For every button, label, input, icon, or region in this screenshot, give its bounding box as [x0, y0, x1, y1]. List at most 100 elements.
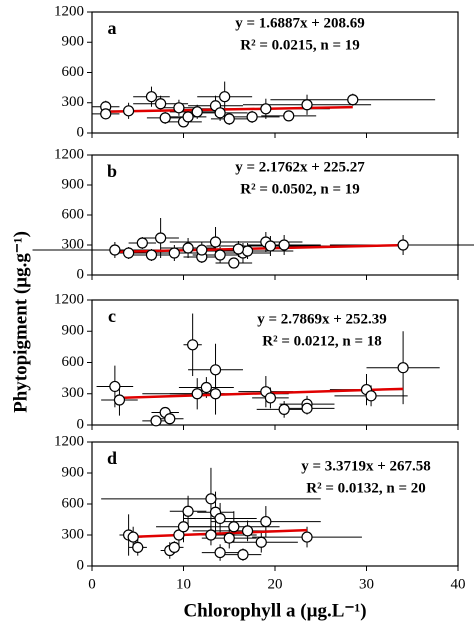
point [123, 105, 135, 117]
plot-frame [91, 11, 459, 134]
point [145, 249, 158, 261]
y-tick-label: 600 [62, 354, 85, 370]
y-tick-label: 1200 [54, 146, 84, 162]
point [109, 244, 121, 256]
point [301, 99, 313, 111]
point [150, 415, 162, 427]
y-tick-label: 900 [62, 176, 85, 192]
y-tick-label: 0 [77, 557, 85, 573]
y-tick-label: 0 [77, 266, 85, 282]
point [127, 531, 139, 543]
point [100, 108, 112, 120]
plot-frame [91, 154, 459, 276]
point [200, 381, 212, 394]
point [397, 239, 409, 251]
panel-label: c [108, 306, 116, 326]
point [205, 493, 217, 505]
fit-stats: R² = 0.0132, n = 20 [306, 480, 426, 496]
point [145, 91, 158, 103]
point [214, 512, 226, 525]
y-tick-label: 1200 [54, 3, 84, 19]
point [301, 531, 313, 543]
point [132, 541, 144, 554]
point [159, 112, 171, 124]
point [182, 505, 194, 517]
point [191, 106, 203, 118]
panel-label: d [107, 448, 117, 468]
point [260, 515, 272, 528]
x-tick-label: 40 [451, 576, 466, 592]
x-tick-label: 10 [176, 576, 191, 592]
point [173, 529, 185, 541]
plot-frame [91, 299, 459, 426]
panel-label: a [108, 18, 117, 38]
y-tick-label: 900 [62, 323, 85, 339]
point [177, 521, 190, 533]
point [219, 91, 231, 103]
y-tick-label: 600 [62, 64, 85, 80]
trend-line [105, 105, 353, 113]
point [237, 549, 249, 561]
point [255, 536, 267, 548]
fit-stats: R² = 0.0212, n = 18 [262, 333, 382, 349]
y-tick-label: 900 [62, 464, 85, 480]
point [264, 240, 277, 252]
x-tick-label: 30 [359, 576, 374, 592]
point [191, 388, 203, 400]
point [228, 521, 240, 533]
point [214, 249, 226, 261]
fit-stats: R² = 0.0502, n = 19 [240, 181, 360, 197]
point [155, 232, 167, 244]
equation: y = 2.7869x + 252.39 [257, 311, 387, 327]
point [173, 102, 185, 114]
x-tick-label: 20 [268, 576, 283, 592]
point [113, 394, 126, 406]
point [278, 239, 290, 251]
point [209, 388, 222, 400]
y-tick-label: 0 [77, 416, 85, 432]
point [155, 98, 167, 110]
y-tick-label: 1200 [54, 433, 84, 449]
point [182, 111, 194, 123]
point [136, 237, 148, 249]
point [223, 113, 235, 125]
point [205, 529, 217, 541]
panel-label: b [107, 161, 117, 181]
point [196, 244, 208, 256]
point [397, 362, 409, 374]
fit-stats: R² = 0.0215, n = 19 [240, 37, 360, 53]
point [214, 107, 226, 119]
y-tick-label: 600 [62, 206, 85, 222]
point [278, 403, 290, 415]
y-tick-label: 300 [62, 526, 85, 542]
plot-frame [91, 441, 459, 567]
point [228, 257, 240, 269]
point [109, 380, 121, 393]
point [209, 236, 222, 248]
point [283, 110, 295, 122]
point [214, 546, 226, 559]
x-tick-label: 0 [88, 576, 96, 592]
point [241, 245, 254, 257]
y-tick-label: 300 [62, 236, 85, 252]
y-tick-label: 600 [62, 495, 85, 511]
y-axis-label: Phytopigment (µg.g⁻¹) [10, 231, 31, 413]
point [187, 339, 199, 351]
y-tick-label: 900 [62, 34, 85, 50]
point [223, 532, 235, 544]
equation: y = 1.6887x + 208.69 [235, 15, 365, 31]
x-axis-label: Chlorophyll a (µg.L⁻¹) [183, 600, 366, 621]
y-tick-label: 0 [77, 124, 85, 140]
point [365, 390, 377, 402]
point [246, 111, 258, 123]
point [301, 402, 313, 414]
trend-line [114, 243, 404, 254]
point [164, 413, 176, 425]
point [168, 541, 180, 554]
point [264, 392, 277, 404]
equation: y = 3.3719x + 267.58 [301, 458, 431, 474]
point [123, 247, 135, 259]
trend-line [128, 528, 308, 539]
point [241, 525, 254, 537]
